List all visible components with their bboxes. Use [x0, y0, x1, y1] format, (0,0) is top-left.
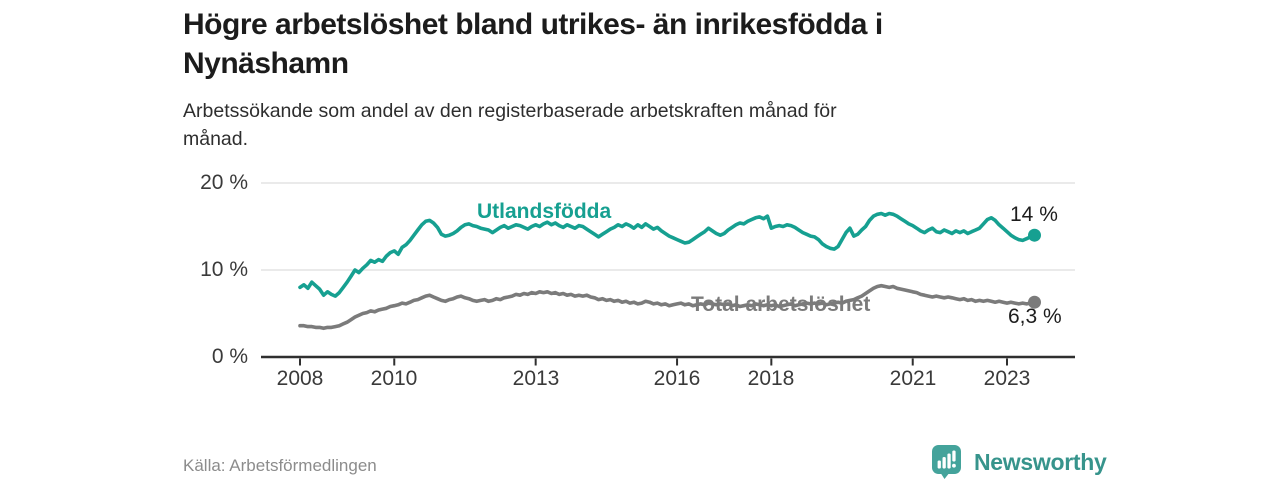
source-note: Källa: Arbetsförmedlingen — [183, 456, 377, 475]
y-axis-tick-20: 20 % — [200, 171, 248, 194]
chart-title-line2: Nynäshamn — [183, 47, 349, 80]
series-label-utlandsfodda: Utlandsfödda — [477, 200, 612, 223]
x-axis-tick-2023: 2023 — [983, 367, 1031, 390]
newsworthy-logo: Newsworthy — [931, 444, 1107, 480]
chart-title: Högre arbetslöshet bland utrikes- än inr… — [183, 5, 1193, 83]
x-axis-tick-2016: 2016 — [653, 367, 701, 390]
end-value-label-total: 6,3 % — [1008, 305, 1062, 328]
x-axis-tick-2010: 2010 — [370, 367, 418, 390]
chart-subtitle-line2: månad. — [183, 128, 249, 150]
end-value-label-utlandsfodda: 14 % — [1010, 203, 1058, 226]
newsworthy-logo-text: Newsworthy — [974, 448, 1107, 475]
x-axis-tick-2013: 2013 — [512, 367, 560, 390]
x-axis-tick-2018: 2018 — [747, 367, 795, 390]
series-label-total-arbetsloshet: Total arbetslöshet — [691, 293, 871, 316]
chart-subtitle-line1: Arbetssökande som andel av den registerb… — [183, 100, 837, 122]
y-axis-tick-0: 0 % — [211, 345, 248, 368]
y-axis-tick-10: 10 % — [200, 258, 248, 281]
chart-title-line1: Högre arbetslöshet bland utrikes- än inr… — [183, 8, 883, 41]
newsworthy-bar-chart-bubble-icon — [932, 445, 961, 479]
x-axis-tick-2008: 2008 — [276, 367, 324, 390]
x-axis-tick-2021: 2021 — [889, 367, 937, 390]
chart-subtitle: Arbetssökande som andel av den registerb… — [183, 97, 1063, 153]
